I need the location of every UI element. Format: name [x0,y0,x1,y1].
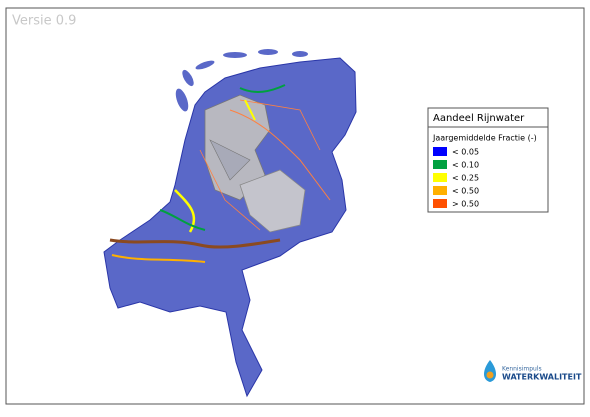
logo-line1: Kennisimpuls [502,366,542,373]
legend-swatch [433,147,447,156]
legend-label: < 0.10 [452,161,479,170]
legend-swatch [433,199,447,208]
legend-title: Aandeel Rijnwater [433,113,525,124]
legend-label: < 0.25 [452,174,479,183]
version-label: Versie 0.9 [12,14,76,29]
logo-line2: WATERKWALITEIT [502,373,582,382]
legend-swatch [433,186,447,195]
legend-label: < 0.50 [452,187,479,196]
legend-label: > 0.50 [452,200,479,209]
legend-swatch [433,173,447,182]
legend-label: < 0.05 [452,148,479,157]
legend: Aandeel Rijnwater Jaargemiddelde Fractie… [427,107,549,213]
legend-box [427,107,549,213]
logo-dot [486,371,494,379]
netherlands-map [103,49,357,398]
logo: Kennisimpuls WATERKWALITEIT [484,360,582,382]
legend-subtitle: Jaargemiddelde Fractie (-) [432,134,537,143]
legend-swatch [433,160,447,169]
